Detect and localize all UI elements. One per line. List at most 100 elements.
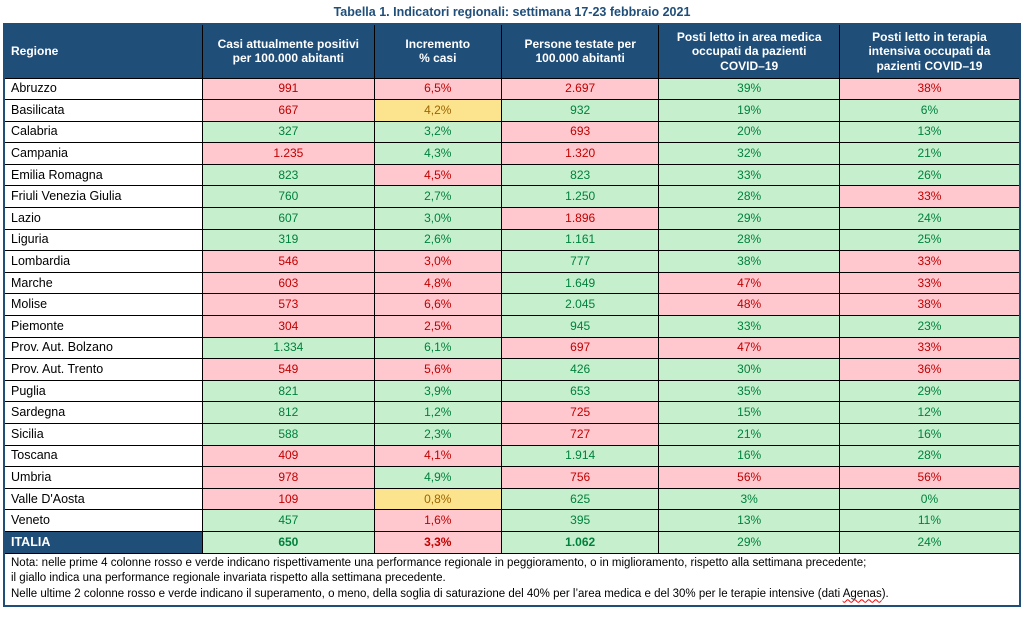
column-header-regione: Regione (5, 25, 204, 79)
value-cell: 5,6% (374, 358, 502, 381)
value-cell: 28% (839, 445, 1019, 468)
value-cell: 1.062 (501, 531, 660, 554)
value-cell: 35% (658, 380, 840, 403)
value-cell: 6,5% (374, 78, 502, 101)
table-row: Emilia Romagna 823 4,5% 823 33% 26% (5, 164, 1019, 187)
table-row: Campania 1.235 4,3% 1.320 32% 21% (5, 142, 1019, 165)
value-cell: 4,2% (374, 99, 502, 122)
table-row: Valle D'Aosta 109 0,8% 625 3% 0% (5, 488, 1019, 511)
value-cell: 667 (202, 99, 375, 122)
value-cell: 3,2% (374, 121, 502, 144)
value-cell: 16% (658, 445, 840, 468)
value-cell: 13% (839, 121, 1019, 144)
value-cell: 756 (501, 466, 660, 489)
table-row: Piemonte 304 2,5% 945 33% 23% (5, 315, 1019, 338)
table-row: Lombardia 546 3,0% 777 38% 33% (5, 250, 1019, 273)
footnote-line-2: il giallo indica una performance regiona… (11, 572, 446, 585)
footnote: Nota: nelle prime 4 colonne rosso e verd… (5, 553, 1019, 606)
value-cell: 6% (839, 99, 1019, 122)
column-header-posti-letto-terapia-intensiva: Posti letto in terapia intensiva occupat… (839, 25, 1019, 79)
value-cell: 32% (658, 142, 840, 165)
value-cell: 28% (658, 185, 840, 209)
region-name-cell: Liguria (5, 229, 204, 252)
value-cell: 1.320 (501, 142, 660, 165)
value-cell: 38% (839, 78, 1019, 101)
value-cell: 653 (501, 380, 660, 403)
value-cell: 4,1% (374, 445, 502, 468)
value-cell: 588 (202, 423, 375, 446)
value-cell: 109 (202, 488, 375, 511)
value-cell: 0% (839, 488, 1019, 511)
value-cell: 33% (658, 164, 840, 187)
value-cell: 15% (658, 401, 840, 424)
data-table: Regione Casi attualmente positivi per 10… (5, 25, 1019, 554)
value-cell: 24% (839, 531, 1019, 554)
value-cell: 3% (658, 488, 840, 511)
region-name-cell: Lazio (5, 207, 204, 230)
value-cell: 3,0% (374, 207, 502, 230)
value-cell: 607 (202, 207, 375, 230)
value-cell: 725 (501, 401, 660, 424)
table-row: Toscana 409 4,1% 1.914 16% 28% (5, 445, 1019, 468)
value-cell: 47% (658, 272, 840, 295)
column-header-persone-testate: Persone testate per 100.000 abitanti (501, 25, 660, 79)
value-cell: 1.649 (501, 272, 660, 295)
value-cell: 573 (202, 293, 375, 317)
value-cell: 19% (658, 99, 840, 122)
region-name-cell: Friuli Venezia Giulia (5, 185, 204, 209)
region-name-cell: Molise (5, 293, 204, 317)
value-cell: 457 (202, 509, 375, 532)
value-cell: 2,3% (374, 423, 502, 446)
value-cell: 1,2% (374, 401, 502, 424)
value-cell: 36% (839, 358, 1019, 381)
region-name-cell: Calabria (5, 121, 204, 144)
value-cell: 409 (202, 445, 375, 468)
value-cell: 33% (839, 272, 1019, 295)
value-cell: 1,6% (374, 509, 502, 532)
region-name-cell: Emilia Romagna (5, 164, 204, 187)
value-cell: 56% (839, 466, 1019, 489)
value-cell: 2,5% (374, 315, 502, 338)
region-name-cell: Basilicata (5, 99, 204, 122)
value-cell: 2.697 (501, 78, 660, 101)
value-cell: 2.045 (501, 293, 660, 317)
table-row: Liguria 319 2,6% 1.161 28% 25% (5, 229, 1019, 252)
value-cell: 327 (202, 121, 375, 144)
column-header-casi-positivi: Casi attualmente positivi per 100.000 ab… (202, 25, 375, 79)
value-cell: 546 (202, 250, 375, 273)
value-cell: 2,7% (374, 185, 502, 209)
value-cell: 47% (658, 337, 840, 360)
table-row: Veneto 457 1,6% 395 13% 11% (5, 509, 1019, 532)
region-name-cell: Sardegna (5, 401, 204, 424)
value-cell: 33% (839, 250, 1019, 273)
value-cell: 945 (501, 315, 660, 338)
value-cell: 33% (658, 315, 840, 338)
region-name-cell: Umbria (5, 466, 204, 489)
value-cell: 823 (501, 164, 660, 187)
table-row: Calabria 327 3,2% 693 20% 13% (5, 121, 1019, 144)
value-cell: 25% (839, 229, 1019, 252)
value-cell: 1.896 (501, 207, 660, 230)
value-cell: 1.334 (202, 337, 375, 360)
value-cell: 28% (658, 229, 840, 252)
footnote-line-1: Nota: nelle prime 4 colonne rosso e verd… (11, 556, 867, 569)
value-cell: 39% (658, 78, 840, 101)
value-cell: 1.235 (202, 142, 375, 165)
value-cell: 760 (202, 185, 375, 209)
table-row: Prov. Aut. Trento 549 5,6% 426 30% 36% (5, 358, 1019, 381)
value-cell: 3,3% (374, 531, 502, 554)
value-cell: 21% (839, 142, 1019, 165)
value-cell: 6,1% (374, 337, 502, 360)
table-row-italia-total: ITALIA 650 3,3% 1.062 29% 24% (5, 531, 1019, 554)
value-cell: 1.250 (501, 185, 660, 209)
value-cell: 48% (658, 293, 840, 317)
value-cell: 1.161 (501, 229, 660, 252)
value-cell: 33% (839, 337, 1019, 360)
region-name-cell: Marche (5, 272, 204, 295)
value-cell: 29% (839, 380, 1019, 403)
value-cell: 821 (202, 380, 375, 403)
value-cell: 30% (658, 358, 840, 381)
region-name-cell: Lombardia (5, 250, 204, 273)
region-name-cell: Puglia (5, 380, 204, 403)
region-name-cell: Toscana (5, 445, 204, 468)
